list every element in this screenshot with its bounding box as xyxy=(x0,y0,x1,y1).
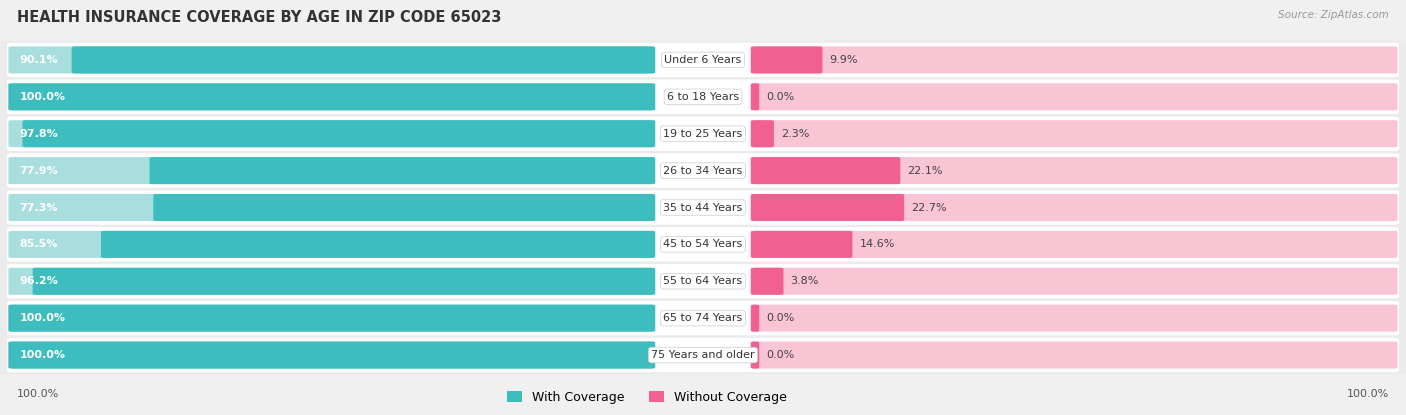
Text: 22.7%: 22.7% xyxy=(911,203,946,212)
Text: 55 to 64 Years: 55 to 64 Years xyxy=(664,276,742,286)
FancyBboxPatch shape xyxy=(751,231,1398,258)
FancyBboxPatch shape xyxy=(751,342,759,369)
FancyBboxPatch shape xyxy=(8,83,655,110)
FancyBboxPatch shape xyxy=(7,264,1399,298)
FancyBboxPatch shape xyxy=(8,305,655,332)
Text: 0.0%: 0.0% xyxy=(766,313,794,323)
FancyBboxPatch shape xyxy=(153,194,655,221)
FancyBboxPatch shape xyxy=(751,268,1398,295)
Text: 96.2%: 96.2% xyxy=(20,276,59,286)
FancyBboxPatch shape xyxy=(751,120,773,147)
FancyBboxPatch shape xyxy=(8,342,655,369)
FancyBboxPatch shape xyxy=(751,46,823,73)
FancyBboxPatch shape xyxy=(8,305,655,332)
Text: 100.0%: 100.0% xyxy=(1347,389,1389,399)
Text: HEALTH INSURANCE COVERAGE BY AGE IN ZIP CODE 65023: HEALTH INSURANCE COVERAGE BY AGE IN ZIP … xyxy=(17,10,502,25)
FancyBboxPatch shape xyxy=(8,46,655,73)
Text: 90.1%: 90.1% xyxy=(20,55,58,65)
Text: 100.0%: 100.0% xyxy=(20,313,66,323)
Text: 26 to 34 Years: 26 to 34 Years xyxy=(664,166,742,176)
FancyBboxPatch shape xyxy=(32,268,655,295)
FancyBboxPatch shape xyxy=(751,194,904,221)
Text: 22.1%: 22.1% xyxy=(907,166,943,176)
FancyBboxPatch shape xyxy=(751,342,1398,369)
FancyBboxPatch shape xyxy=(751,231,852,258)
Text: 14.6%: 14.6% xyxy=(859,239,894,249)
FancyBboxPatch shape xyxy=(8,231,655,258)
FancyBboxPatch shape xyxy=(7,227,1399,261)
Text: 100.0%: 100.0% xyxy=(17,389,59,399)
FancyBboxPatch shape xyxy=(751,83,759,110)
FancyBboxPatch shape xyxy=(0,336,1406,374)
FancyBboxPatch shape xyxy=(7,43,1399,77)
FancyBboxPatch shape xyxy=(751,120,1398,147)
FancyBboxPatch shape xyxy=(751,157,1398,184)
FancyBboxPatch shape xyxy=(7,190,1399,225)
FancyBboxPatch shape xyxy=(751,305,759,332)
Text: 100.0%: 100.0% xyxy=(20,92,66,102)
FancyBboxPatch shape xyxy=(8,194,655,221)
Text: 77.3%: 77.3% xyxy=(20,203,58,212)
FancyBboxPatch shape xyxy=(7,117,1399,151)
FancyBboxPatch shape xyxy=(7,301,1399,335)
FancyBboxPatch shape xyxy=(7,338,1399,372)
Text: 6 to 18 Years: 6 to 18 Years xyxy=(666,92,740,102)
Text: Source: ZipAtlas.com: Source: ZipAtlas.com xyxy=(1278,10,1389,20)
FancyBboxPatch shape xyxy=(0,299,1406,337)
FancyBboxPatch shape xyxy=(0,115,1406,153)
Text: 0.0%: 0.0% xyxy=(766,92,794,102)
FancyBboxPatch shape xyxy=(751,194,1398,221)
Text: Under 6 Years: Under 6 Years xyxy=(665,55,741,65)
FancyBboxPatch shape xyxy=(101,231,655,258)
FancyBboxPatch shape xyxy=(751,268,783,295)
FancyBboxPatch shape xyxy=(7,154,1399,188)
Text: 77.9%: 77.9% xyxy=(20,166,59,176)
FancyBboxPatch shape xyxy=(7,80,1399,114)
FancyBboxPatch shape xyxy=(8,120,655,147)
FancyBboxPatch shape xyxy=(8,83,655,110)
Text: 35 to 44 Years: 35 to 44 Years xyxy=(664,203,742,212)
FancyBboxPatch shape xyxy=(22,120,655,147)
Text: 3.8%: 3.8% xyxy=(790,276,818,286)
FancyBboxPatch shape xyxy=(8,342,655,369)
Text: 45 to 54 Years: 45 to 54 Years xyxy=(664,239,742,249)
Text: 65 to 74 Years: 65 to 74 Years xyxy=(664,313,742,323)
FancyBboxPatch shape xyxy=(149,157,655,184)
FancyBboxPatch shape xyxy=(8,268,655,295)
Legend: With Coverage, Without Coverage: With Coverage, Without Coverage xyxy=(502,386,792,409)
Text: 75 Years and older: 75 Years and older xyxy=(651,350,755,360)
FancyBboxPatch shape xyxy=(0,151,1406,190)
FancyBboxPatch shape xyxy=(72,46,655,73)
Text: 100.0%: 100.0% xyxy=(20,350,66,360)
FancyBboxPatch shape xyxy=(751,305,1398,332)
FancyBboxPatch shape xyxy=(8,157,655,184)
FancyBboxPatch shape xyxy=(751,83,1398,110)
FancyBboxPatch shape xyxy=(0,78,1406,116)
FancyBboxPatch shape xyxy=(0,188,1406,227)
Text: 85.5%: 85.5% xyxy=(20,239,58,249)
FancyBboxPatch shape xyxy=(751,46,1398,73)
FancyBboxPatch shape xyxy=(0,41,1406,79)
FancyBboxPatch shape xyxy=(0,262,1406,300)
Text: 19 to 25 Years: 19 to 25 Years xyxy=(664,129,742,139)
Text: 0.0%: 0.0% xyxy=(766,350,794,360)
FancyBboxPatch shape xyxy=(0,225,1406,264)
Text: 2.3%: 2.3% xyxy=(780,129,810,139)
Text: 97.8%: 97.8% xyxy=(20,129,59,139)
FancyBboxPatch shape xyxy=(751,157,900,184)
Text: 9.9%: 9.9% xyxy=(830,55,858,65)
